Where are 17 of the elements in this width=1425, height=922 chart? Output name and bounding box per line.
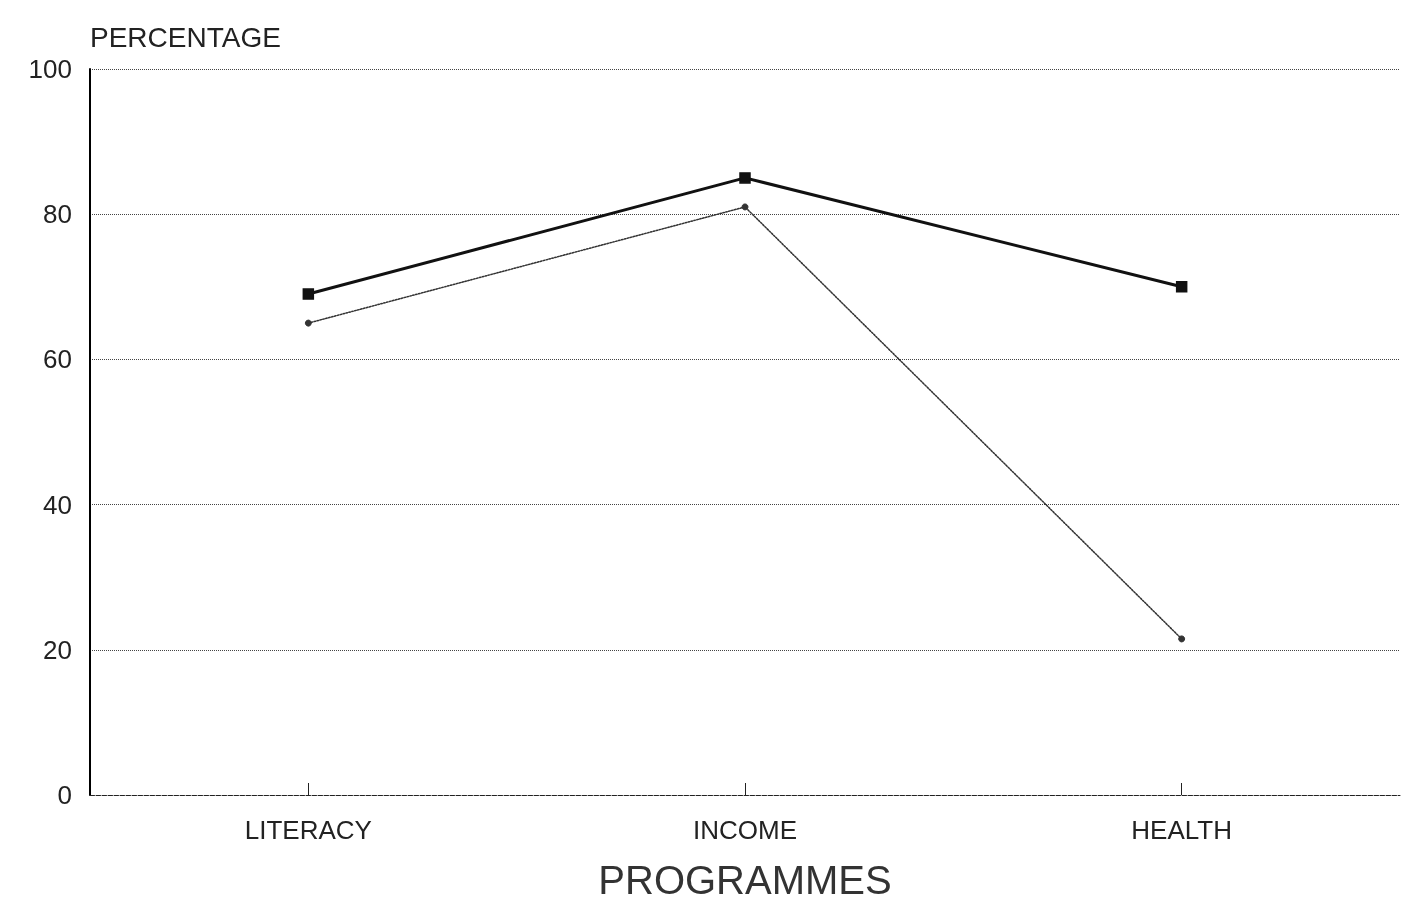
y-tick-label: 60 [43, 344, 72, 375]
x-tick-label: INCOME [693, 815, 797, 845]
point [302, 288, 315, 300]
x-tick-label: LITERACY [244, 815, 372, 845]
y-tick-label: 20 [43, 634, 72, 665]
point [741, 203, 749, 211]
point [304, 319, 312, 327]
point [739, 172, 751, 184]
y-axis-title: PERCENTAGE [90, 21, 281, 53]
y-tick-label: 80 [43, 199, 72, 230]
y-tick-label: 100 [28, 54, 72, 84]
x-tick-label: HEALTH [1131, 815, 1232, 845]
y-tick-label: 40 [43, 489, 72, 520]
point [1175, 281, 1188, 293]
y-tick-label: 0 [57, 780, 72, 810]
point [1178, 635, 1186, 643]
x-axis-title: PROGRAMMES [598, 858, 892, 902]
